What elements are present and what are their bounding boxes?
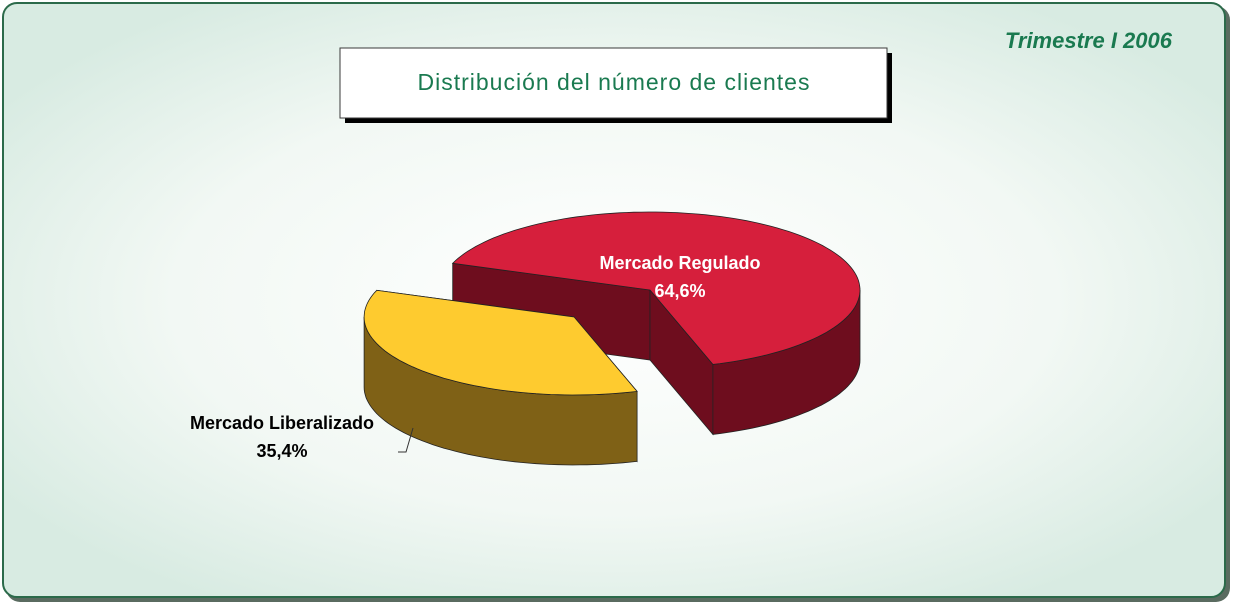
leader-line: [398, 427, 414, 453]
slice-top: [363, 289, 638, 396]
slice: [363, 289, 638, 466]
data-label-name: Mercado Liberalizado: [190, 413, 374, 433]
pie: [363, 211, 861, 466]
chart-subtitle: Trimestre I 2006: [1005, 28, 1173, 53]
title-box: [339, 47, 888, 119]
data-label-value: 35,4%: [256, 441, 307, 461]
data-label-name: Mercado Regulado: [599, 253, 760, 273]
chart-title: Distribución del número de clientes: [418, 69, 811, 95]
slice-top: [451, 211, 861, 365]
data-label-value: 64,6%: [654, 281, 705, 301]
